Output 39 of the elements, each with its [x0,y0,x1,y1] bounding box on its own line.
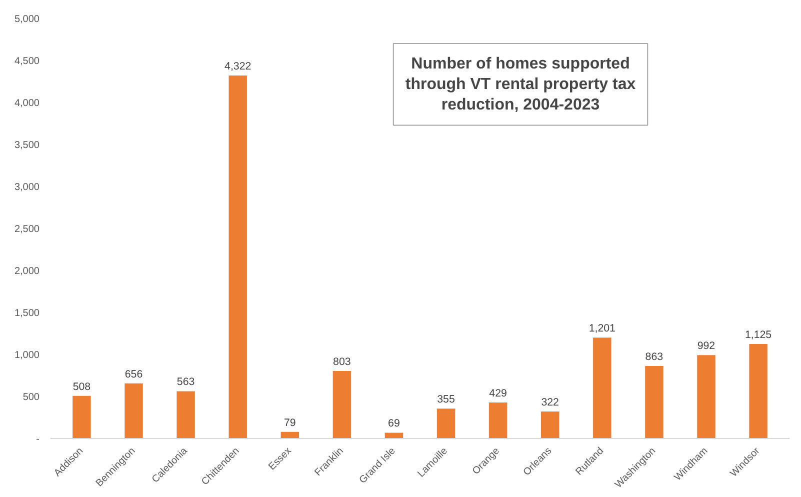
y-tick-label: 4,000 [14,98,40,109]
y-tick-label: 4,500 [14,56,40,67]
data-label: 992 [697,340,716,352]
y-tick-label: 3,000 [14,182,40,193]
data-label: 508 [72,380,91,393]
y-tick-label: 1,500 [14,308,40,319]
bar [749,344,768,438]
data-label: 322 [541,396,560,408]
bar [436,408,456,438]
data-label: 803 [333,356,351,368]
data-label: 79 [284,416,296,429]
bar [593,338,612,438]
bar [332,371,352,438]
data-label: 1,125 [744,329,772,341]
data-label: 69 [388,418,400,430]
bar [176,391,195,438]
data-label: 355 [437,394,455,406]
data-label: 563 [176,376,195,388]
bar [228,75,247,438]
bar [697,355,716,438]
y-tick-label: 3,500 [14,140,40,151]
text: Number of homes supported through VT rental property tax reduction, 2004-2023 [405,56,636,114]
y-tick-label: 2,000 [14,266,40,277]
bar [488,402,508,438]
data-label: 863 [645,351,664,364]
y-tick-label: 5,000 [14,14,40,25]
bar [384,432,404,438]
y-tick-label: - [36,434,40,445]
data-label: 4,322 [224,60,252,72]
data-label: 429 [489,387,508,400]
bar [72,396,91,438]
data-label: 1,201 [588,322,616,335]
y-tick-label: 1,000 [14,350,40,361]
data-label: 656 [124,368,143,380]
bar [541,411,560,438]
y-tick-label: 500 [22,392,40,403]
y-tick-label: 2,500 [14,224,40,235]
bar [124,383,143,438]
bar [645,366,664,438]
